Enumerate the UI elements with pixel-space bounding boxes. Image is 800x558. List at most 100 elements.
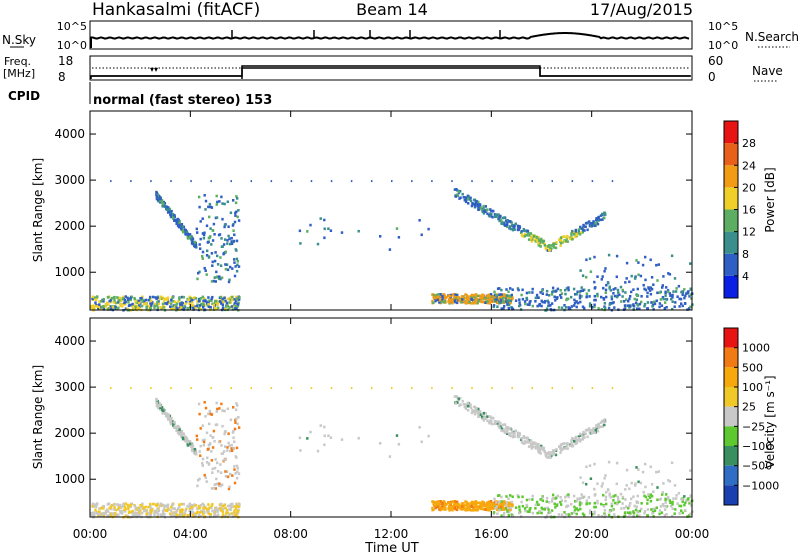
echo-pixel [579,476,582,479]
echo-pixel [202,304,205,307]
echo-pixel [687,290,690,293]
echo-pixel [527,445,531,448]
echo-pixel [220,237,223,240]
echo-pixel [113,301,116,304]
echo-pixel [476,202,480,206]
echo-pixel [206,249,209,253]
echo-pixel [196,277,199,281]
echo-pixel [235,476,239,480]
echo-pixel [486,415,489,418]
echo-pixel [217,484,221,487]
echo-pixel [198,477,201,481]
echo-pixel [431,500,434,503]
nsky-frame [89,20,693,50]
echo-pixel [489,507,493,511]
echo-pixel [93,503,97,506]
echo-pixel [235,210,238,214]
echo-pixel [221,202,224,205]
echo-dot [491,180,493,183]
echo-pixel [493,497,496,501]
echo-pixel [122,295,125,299]
echo-pixel [505,300,508,303]
echo-pixel [191,444,195,448]
echo-pixel [651,305,654,308]
echo-pixel [531,304,534,308]
echo-pixel [528,508,531,511]
echo-pixel [630,481,633,485]
time-axis-label: Time UT [364,541,418,554]
echo-pixel [492,209,495,213]
echo-pixel [500,307,503,310]
echo-pixel [221,424,224,428]
echo-pixel [198,270,201,274]
echo-pixel [495,294,498,297]
colorbar-tick-label: −500 [742,460,772,473]
echo-pixel [618,293,621,297]
echo-pixel [509,299,513,303]
echo-pixel [522,435,525,438]
echo-pixel [194,306,197,310]
echo-pixel [218,407,221,410]
echo-pixel [573,301,577,305]
echo-pixel [555,297,559,300]
echo-pixel [454,504,457,507]
echo-pixel [441,502,444,505]
echo-pixel [593,431,597,435]
echo-pixel [581,496,584,499]
echo-pixel [550,302,554,305]
velocity-panel [90,387,694,519]
echo-pixel [545,307,549,310]
colorbar-tick-label: 1000 [742,342,770,355]
echo-pixel [159,406,162,410]
echo-pixel [159,502,163,506]
echo-pixel [500,222,503,225]
echo-pixel [226,268,230,272]
echo-pixel [611,508,614,512]
echo-pixel [664,508,667,511]
echo-pixel [594,221,597,225]
echo-pixel [564,495,567,499]
echo-pixel [528,510,531,513]
echo-pixel [521,297,525,301]
echo-pixel [162,407,165,411]
y-tick-label: 4000 [54,334,85,348]
echo-pixel [668,273,672,276]
echo-pixel [676,295,679,298]
echo-pixel [577,508,580,512]
echo-pixel [163,507,166,510]
echo-pixel [181,432,184,435]
echo-pixel [680,509,683,512]
echo-pixel [171,514,175,518]
echo-pixel [233,274,237,278]
echo-pixel [215,308,218,311]
echo-pixel [475,410,478,413]
echo-pixel [610,504,614,508]
echo-pixel [199,454,202,457]
echo-pixel [471,293,474,297]
echo-pixel [237,265,241,268]
echo-pixel [560,292,564,295]
echo-pixel [581,434,584,437]
echo-pixel [211,446,215,449]
echo-pixel [581,289,584,292]
echo-pixel [565,287,568,290]
echo-pixel [574,293,577,296]
echo-pixel [132,307,135,310]
echo-pixel [593,303,596,307]
echo-pixel [526,436,530,440]
echo-pixel [212,279,216,283]
echo-pixel [644,485,647,489]
echo-pixel [584,432,587,435]
echo-pixel [171,305,174,308]
echo-pixel [688,295,691,298]
echo-pixel [455,188,458,191]
echo-pixel [427,227,430,231]
echo-pixel [663,514,666,517]
echo-pixel [436,505,439,509]
echo-pixel [493,290,496,294]
echo-pixel [489,293,493,296]
echo-pixel [110,305,113,309]
echo-pixel [646,508,650,511]
echo-pixel [456,500,459,504]
echo-pixel [578,233,582,236]
